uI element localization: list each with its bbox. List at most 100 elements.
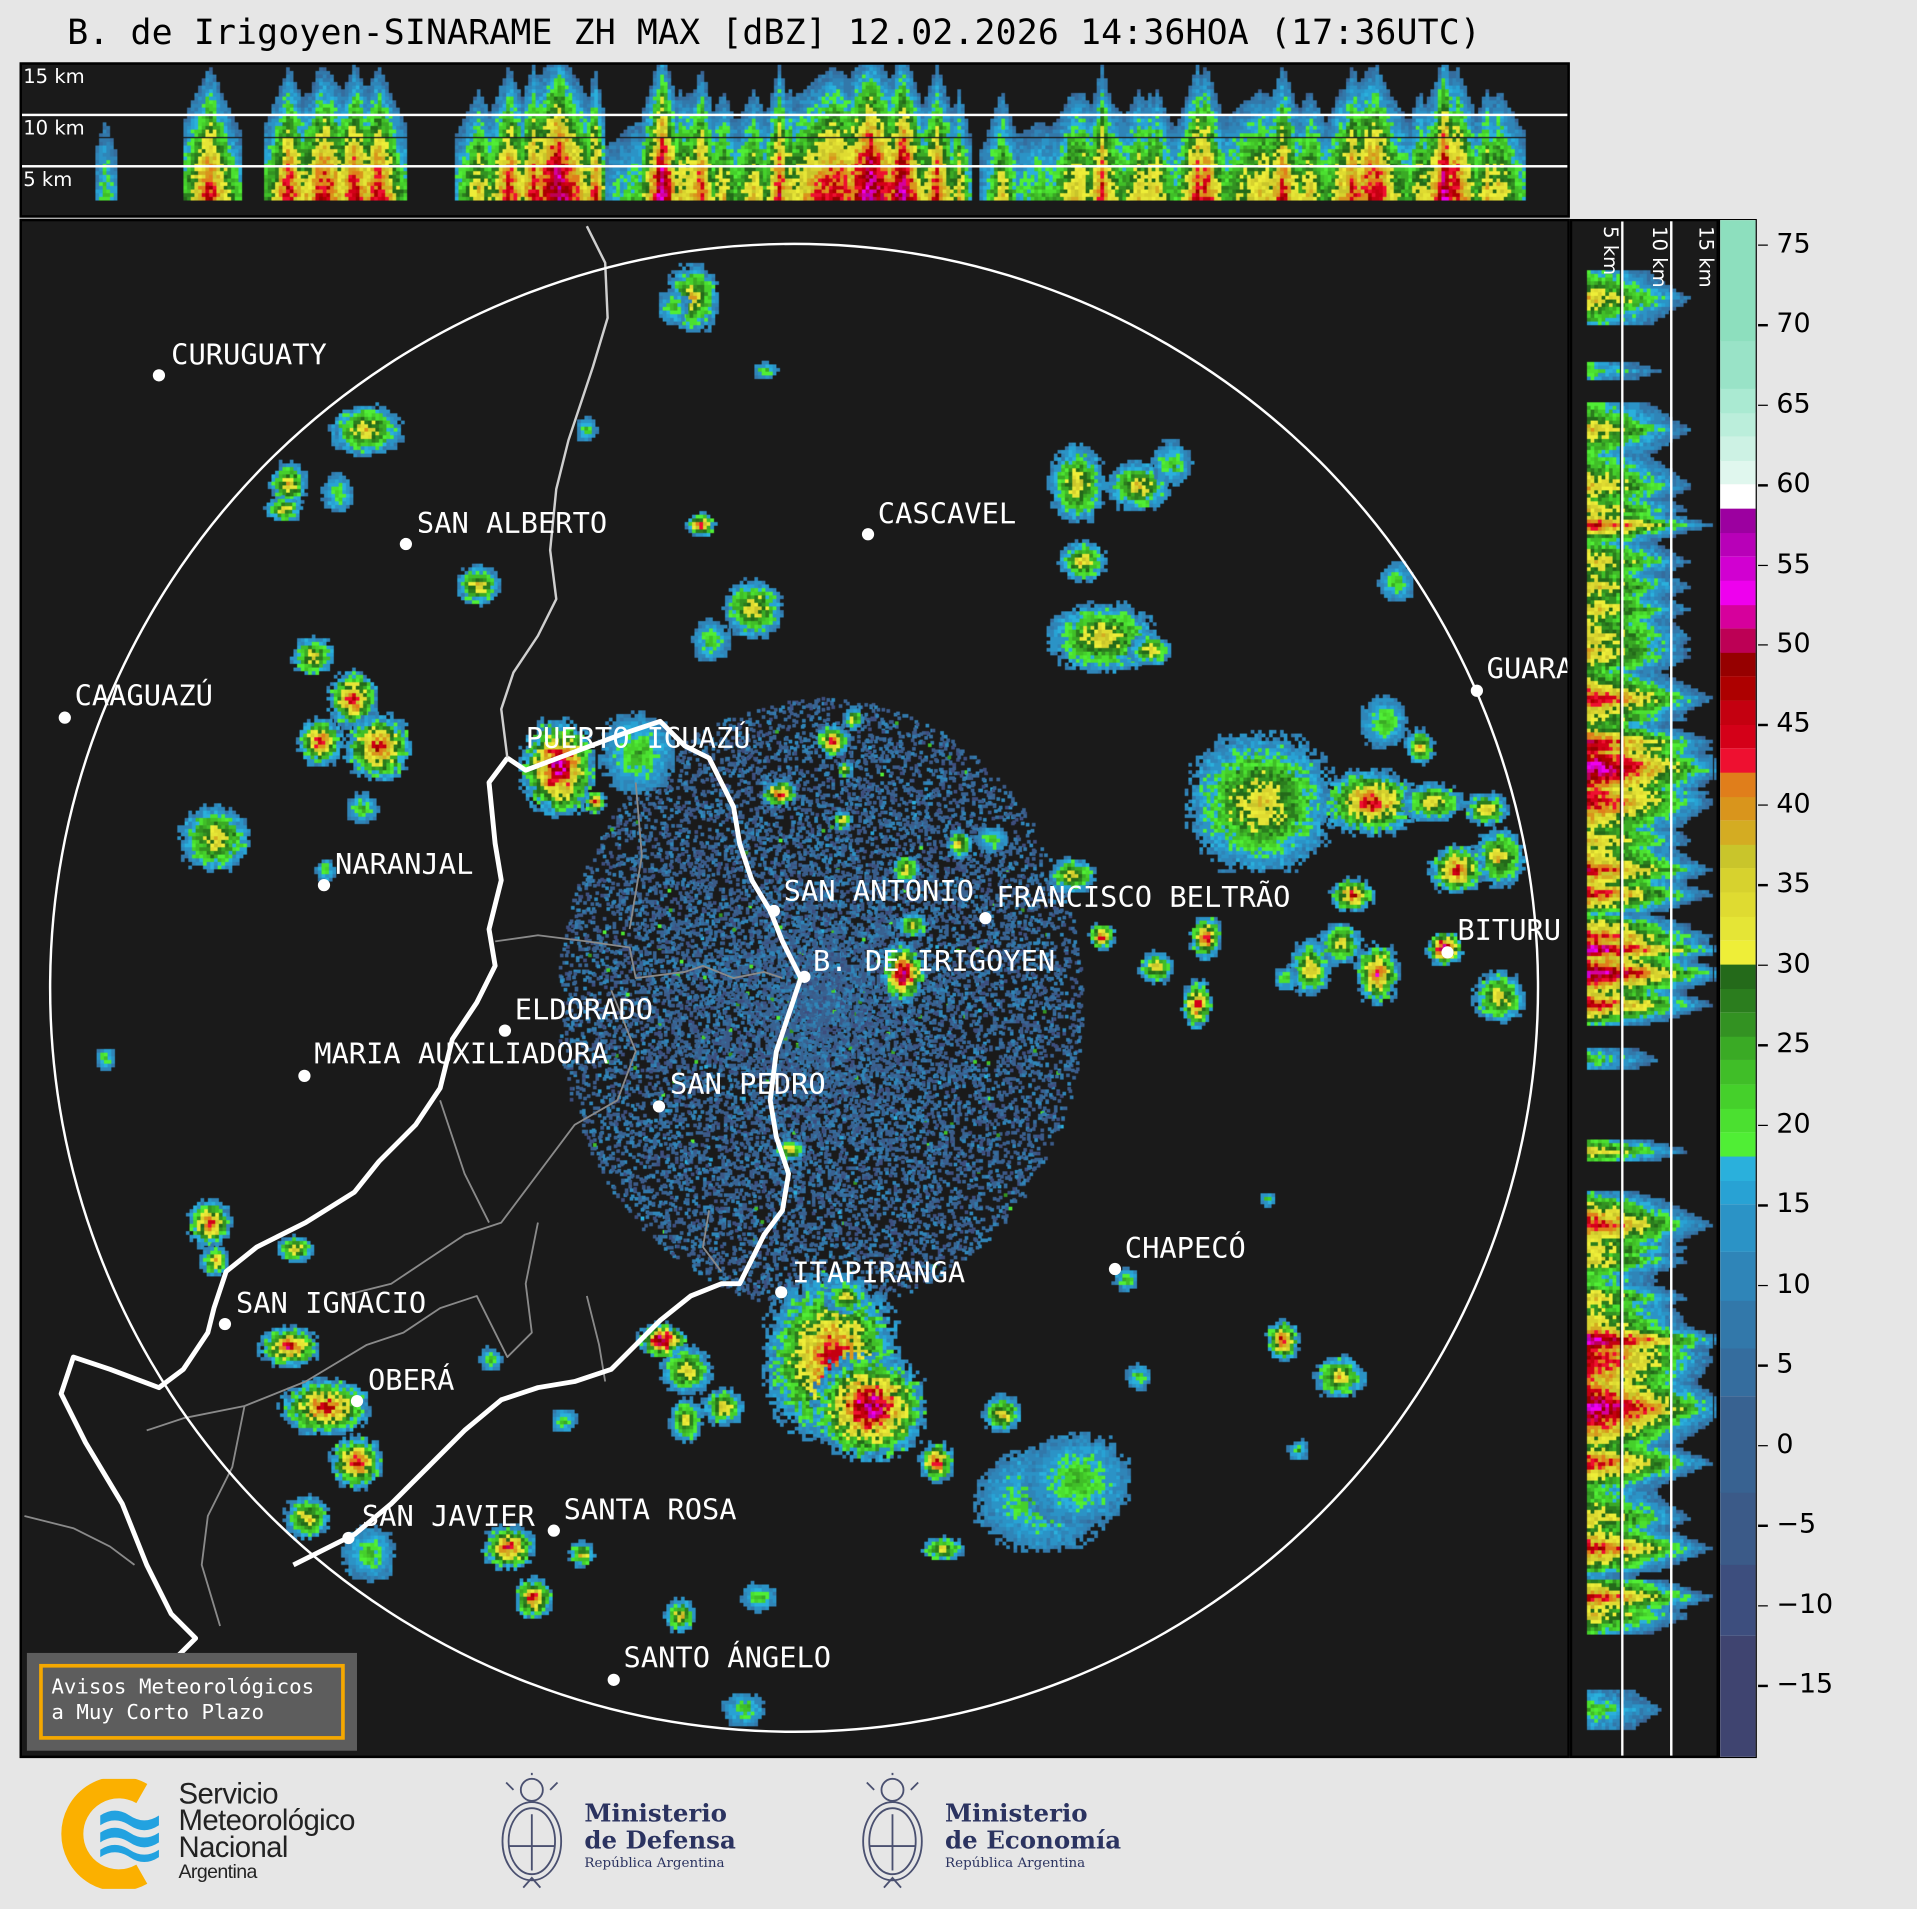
city-label: CURUGUATY — [171, 337, 327, 372]
legend-line-1: Avisos Meteorológicos — [51, 1674, 315, 1700]
colorbar-tick — [1758, 404, 1768, 406]
colorbar-tick-label: 65 — [1776, 388, 1811, 420]
province-border — [146, 1222, 539, 1432]
altitude-label-5km: 5 km — [23, 167, 73, 191]
city-marker — [152, 369, 166, 382]
defensa-line-2: de Defensa — [584, 1825, 736, 1855]
colorbar-bin — [1720, 627, 1756, 653]
colorbar-bin — [1720, 483, 1756, 509]
city-marker — [399, 537, 413, 551]
city-label: BITURU — [1457, 913, 1562, 948]
province-border — [200, 1405, 246, 1627]
colorbar-tick — [1758, 1684, 1768, 1687]
city-marker — [1108, 1262, 1122, 1276]
country-border — [500, 225, 609, 759]
city-marker — [342, 1531, 355, 1545]
colorbar-bin — [1720, 987, 1756, 1013]
colorbar-bin — [1720, 412, 1756, 437]
altitude-label-5km: 5 km — [1599, 226, 1623, 276]
city-marker — [298, 1069, 311, 1082]
colorbar-tick — [1758, 644, 1768, 647]
colorbar-tick — [1758, 564, 1768, 567]
colorbar-bin — [1720, 555, 1756, 581]
city-label: ITAPIRANGA — [792, 1255, 966, 1290]
colorbar-tick-label: 35 — [1776, 869, 1811, 900]
colorbar-tick-label: 25 — [1776, 1029, 1811, 1060]
colorbar-bin — [1720, 939, 1756, 965]
city-marker — [58, 711, 71, 724]
colorbar-bin — [1720, 963, 1756, 989]
dbz-colorbar — [1718, 218, 1757, 1759]
side-cross-section-panel: 5 km 10 km 15 km — [1569, 218, 1719, 1759]
colorbar-bin — [1720, 1563, 1756, 1637]
city-marker — [607, 1673, 620, 1686]
city-label: SANTO ÁNGELO — [623, 1640, 832, 1675]
city-label: SAN ANTONIO — [783, 874, 974, 909]
province-border — [342, 989, 637, 1297]
city-label: FRANCISCO BELTRÃO — [996, 880, 1291, 915]
colorbar-tick-label: −10 — [1776, 1589, 1834, 1621]
colorbar-tick — [1758, 884, 1768, 887]
colorbar-bin — [1720, 1083, 1756, 1109]
province-border — [628, 782, 643, 930]
city-marker — [767, 904, 781, 917]
colorbar-tick-label: 20 — [1776, 1109, 1811, 1140]
colorbar-bin — [1720, 340, 1756, 389]
colorbar-bin — [1720, 795, 1756, 821]
economia-line-2: de Economía — [945, 1825, 1122, 1855]
colorbar-bin — [1720, 1011, 1756, 1037]
colorbar-tick — [1758, 1044, 1768, 1047]
defensa-logo: Ministerio de Defensa República Argentin… — [489, 1772, 758, 1895]
colorbar-tick-label: 55 — [1776, 548, 1811, 580]
colorbar-bin — [1720, 579, 1756, 605]
colorbar-tick-label: 30 — [1776, 949, 1811, 980]
colorbar-bin — [1720, 1107, 1756, 1133]
colorbar-bin — [1720, 1299, 1756, 1349]
province-border — [702, 1210, 723, 1273]
colorbar-bin — [1720, 436, 1756, 461]
economia-line-3: República Argentina — [945, 1854, 1086, 1871]
page-title: B. de Irigoyen-SINARAME ZH MAX [dBZ] 12.… — [67, 12, 1481, 53]
warnings-legend: Avisos Meteorológicos a Muy Corto Plazo — [39, 1663, 345, 1740]
range-ring — [48, 242, 1540, 1734]
colorbar-tick — [1758, 244, 1768, 246]
colorbar-tick — [1758, 324, 1768, 326]
province-border — [585, 1295, 607, 1382]
city-marker — [1470, 684, 1483, 697]
radar-map[interactable]: CURUGUATY SAN ALBERTO CASCAVEL CAAGUAZÚ GUAR… — [19, 218, 1570, 1759]
altitude-line-5km — [1621, 221, 1623, 1756]
economia-logo: Ministerio de Economía República Argenti… — [850, 1772, 1143, 1895]
colorbar-bin — [1720, 1395, 1756, 1493]
smn-line-1: Servicio — [178, 1777, 278, 1811]
colorbar-tick-label: 60 — [1776, 468, 1811, 500]
colorbar-bin — [1720, 771, 1756, 797]
city-label: ELDORADO — [514, 992, 654, 1027]
colorbar-bin — [1720, 891, 1756, 917]
city-marker — [218, 1317, 232, 1331]
province-border — [24, 1515, 136, 1566]
city-marker — [350, 1394, 364, 1408]
city-label: CASCAVEL — [877, 496, 1017, 531]
warnings-legend-box[interactable]: Avisos Meteorológicos a Muy Corto Plazo — [26, 1652, 357, 1751]
colorbar-bin — [1720, 675, 1756, 701]
colorbar-bin — [1720, 1635, 1756, 1757]
colorbar-tick — [1758, 1524, 1768, 1527]
colorbar-tick-label: −15 — [1776, 1669, 1834, 1701]
city-label: SAN IGNACIO — [235, 1286, 427, 1321]
smn-emblem-icon — [61, 1778, 159, 1889]
colorbar-bin — [1720, 531, 1756, 557]
smn-line-4: Argentina — [178, 1861, 257, 1883]
city-label: SANTA ROSA — [563, 1492, 737, 1528]
city-label: SAN JAVIER — [361, 1498, 535, 1534]
colorbar-bin — [1720, 1035, 1756, 1061]
city-label: CAAGUAZÚ — [74, 678, 213, 713]
city-marker — [547, 1524, 560, 1537]
city-marker — [498, 1024, 512, 1037]
colorbar-bin — [1720, 507, 1756, 533]
colorbar-bin — [1720, 843, 1756, 869]
city-marker — [798, 970, 811, 983]
colorbar-tick-label: 15 — [1776, 1189, 1811, 1220]
colorbar-bin — [1720, 1059, 1756, 1085]
smn-logo: Servicio Meteorológico Nacional Argentin… — [56, 1777, 386, 1889]
